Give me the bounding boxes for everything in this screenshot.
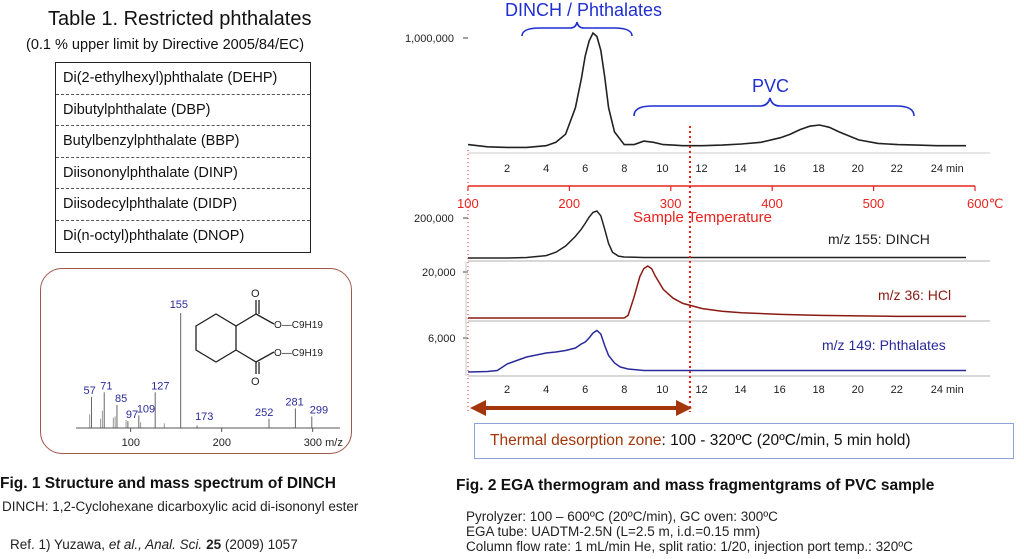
time-tick-label: 16 xyxy=(773,163,785,175)
peak-label: 299 xyxy=(310,405,328,417)
phthalate-table: Di(2-ethylhexyl)phthalate (DEHP) Dibutyl… xyxy=(55,62,311,253)
peak-label: 71 xyxy=(100,380,112,392)
peak-label: 109 xyxy=(137,403,155,415)
time-tick-label: 16 xyxy=(773,384,785,396)
time-tick-label: 4 xyxy=(543,384,549,396)
time-tick-label: 14 xyxy=(734,163,746,175)
time-tick-label: 24 min xyxy=(931,163,964,175)
temperature-tick-label: 500 xyxy=(863,196,885,211)
ref-suffix: (2009) 1057 xyxy=(221,537,298,552)
table-subtitle: (0.1 % upper limit by Directive 2005/84/… xyxy=(26,37,305,53)
time-tick-label: 18 xyxy=(813,384,825,396)
thermogram-ytick: 1,000,000 xyxy=(405,33,454,45)
time-tick-label: 12 xyxy=(695,384,707,396)
fig1-note: DINCH: 1,2-Cyclohexane dicarboxylic acid… xyxy=(2,499,359,514)
time-tick-label: 20 xyxy=(852,384,864,396)
sample-temperature-label: Sample Temperature xyxy=(633,209,772,226)
table-row: Diisononylphthalate (DINP) xyxy=(56,158,310,189)
pvc-label: PVC xyxy=(752,76,789,96)
time-tick-label: 22 xyxy=(891,384,903,396)
tdz-label: Thermal desorption zone xyxy=(490,432,662,449)
time-tick-label: 6 xyxy=(582,163,588,175)
condition-line: EGA tube: UADTM-2.5N (L=2.5 m, i.d.=0.15… xyxy=(466,524,761,539)
spectrum-tick-label: 100 xyxy=(122,437,140,449)
series-label: m/z 149: Phthalates xyxy=(822,337,946,353)
temperature-tick-label: 400 xyxy=(761,196,783,211)
fragmentogram-line xyxy=(467,329,966,373)
table-title: Table 1. Restricted phthalates xyxy=(48,8,312,30)
time-tick-label: 8 xyxy=(621,384,627,396)
dinch-structure-drawing xyxy=(195,300,275,374)
ega-chart: DINCH / Phthalates PVC 1,000,000 2 4 6 8 10 12… xyxy=(405,0,1003,416)
time-tick-label: 2 xyxy=(504,384,510,396)
fragmentogram-ytick: 20,000 xyxy=(422,267,456,279)
fragmentogram-ytick: 200,000 xyxy=(414,213,454,225)
peak-label: 57 xyxy=(83,385,95,397)
peak-label: 173 xyxy=(195,411,213,423)
table-row: Di(n-octyl)phthalate (DNOP) xyxy=(63,227,245,244)
structure-spectrum-panel xyxy=(40,268,352,454)
time-tick-label: 10 xyxy=(656,384,668,396)
time-tick-label: 2 xyxy=(504,163,510,175)
peak-label: 127 xyxy=(151,380,169,392)
time-tick-label: 10 xyxy=(656,163,668,175)
time-tick-label: 4 xyxy=(543,163,549,175)
peak-label: 252 xyxy=(255,407,273,419)
fig2-caption: Fig. 2 EGA thermogram and mass fragmentg… xyxy=(456,477,935,494)
time-tick-label: 24 min xyxy=(931,384,964,396)
ref-authors: et al., Anal. Sci. xyxy=(108,537,203,552)
substituent-label: O—C9H19 xyxy=(274,320,323,331)
time-tick-label: 22 xyxy=(891,163,903,175)
table-row: Butylbenzylphthalate (BBP) xyxy=(56,126,310,158)
table-row: Dibutylphthalate (DBP) xyxy=(56,95,310,126)
ref-volume: 25 xyxy=(206,537,222,552)
oxygen-label: O xyxy=(251,288,260,300)
time-tick-label: 12 xyxy=(695,163,707,175)
time-tick-label: 6 xyxy=(582,384,588,396)
table-row: Di(2-ethylhexyl)phthalate (DEHP) xyxy=(56,63,310,95)
fig1-reference: Ref. 1) Yuzawa, et al., Anal. Sci. 25 (20… xyxy=(10,537,298,552)
series-label: m/z 36: HCl xyxy=(878,287,951,303)
temperature-tick-label: 100 xyxy=(457,196,479,211)
fig1-caption: Fig. 1 Structure and mass spectrum of DI… xyxy=(0,475,336,492)
peak-label: 97 xyxy=(126,409,138,421)
time-tick-label: 18 xyxy=(813,163,825,175)
peak-label: 85 xyxy=(115,393,127,405)
fragmentogram-line xyxy=(468,265,966,319)
spectrum-tick-label: 300 m/z xyxy=(304,437,343,449)
tdz-value: : 100 - 320ºC (20ºC/min, 5 min hold) xyxy=(661,432,911,449)
ref-prefix: Ref. 1) Yuzawa, xyxy=(10,537,109,552)
thermal-desorption-arrow xyxy=(470,400,692,416)
peak-label: 281 xyxy=(285,396,303,408)
spectrum-tick-label: 200 xyxy=(213,437,231,449)
time-tick-label: 8 xyxy=(621,163,627,175)
time-tick-label: 20 xyxy=(852,163,864,175)
fragmentogram-ytick: 6,000 xyxy=(428,333,456,345)
pvc-bracket xyxy=(633,97,915,117)
oxygen-label: O xyxy=(251,376,260,388)
time-tick-label: 14 xyxy=(734,384,746,396)
temperature-tick-label: 600℃ xyxy=(967,196,1003,211)
substituent-label: O—C9H19 xyxy=(274,348,323,359)
fig2-conditions: Pyrolyzer: 100 – 600ºC (20ºC/min), GC ov… xyxy=(466,509,913,554)
condition-line: Column flow rate: 1 mL/min He, split rat… xyxy=(466,539,913,554)
fragmentogram-line xyxy=(468,210,966,259)
series-label: m/z 155: DINCH xyxy=(828,231,930,247)
thermogram-line xyxy=(467,31,966,149)
dinch-phthalates-label: DINCH / Phthalates xyxy=(505,0,662,20)
thermal-desorption-zone-box: Thermal desorption zone: 100 - 320ºC (20… xyxy=(474,423,1014,459)
condition-line: Pyrolyzer: 100 – 600ºC (20ºC/min), GC ov… xyxy=(466,509,778,524)
table-row: Diisodecylphthalate (DIDP) xyxy=(56,189,310,221)
temperature-tick-label: 300 xyxy=(660,196,682,211)
dinch-bracket xyxy=(521,21,633,37)
temperature-tick-label: 200 xyxy=(558,196,580,211)
peak-label: 155 xyxy=(170,299,188,311)
